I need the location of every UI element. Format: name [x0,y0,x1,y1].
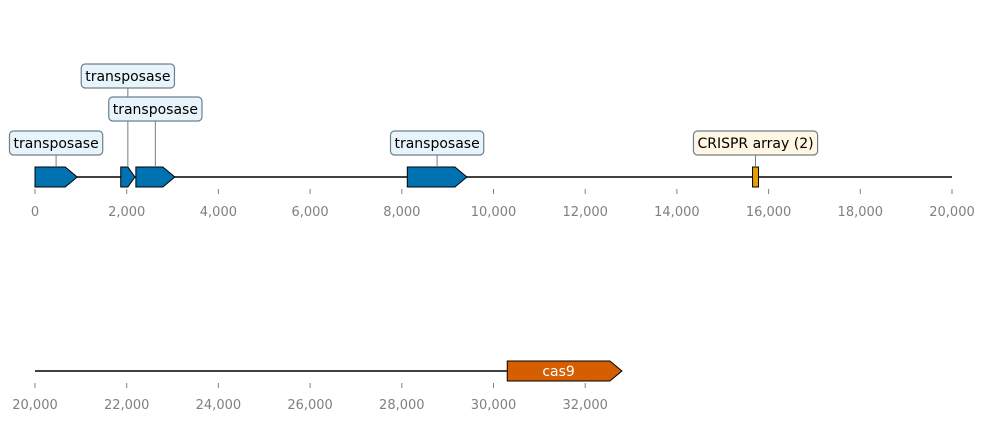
axis-tick-label: 2,000 [108,205,145,220]
axis-tick-label: 8,000 [383,205,420,220]
axis-tick-label: 10,000 [471,205,517,220]
transposase-4-arrow [406,166,468,188]
axis-tick-label: 12,000 [562,205,608,220]
transposase-2-arrow [120,166,136,188]
transposase-2-callout: transposase [80,63,176,89]
axis-tick-label: 20,000 [12,398,58,413]
transposase-4-callout: transposase [389,130,485,156]
transposase-3-arrow [135,166,176,188]
axis-tick-label: 16,000 [746,205,792,220]
axis-tick-label: 32,000 [562,398,608,413]
transposase-1-label: transposase [13,136,98,152]
axis-tick-label: 22,000 [104,398,150,413]
transposase-4-label: transposase [394,136,479,152]
transposase-2-label: transposase [85,69,170,85]
crispr-array-callout: CRISPR array (2) [692,130,819,156]
crispr-array-label: CRISPR array (2) [697,136,813,152]
transposase-3-label: transposase [113,102,198,118]
transposase-4-label-box [389,130,485,156]
axis-tick-label: 18,000 [838,205,884,220]
transposase-1-callout: transposase [8,130,104,156]
axis-tick-label: 28,000 [379,398,425,413]
crispr-array-feature [752,166,760,188]
transposase-3-label-box [108,96,203,122]
cas9-arrow [506,360,623,382]
transposase-1-arrow [34,166,78,188]
genome-track-2: 20,000 22,000 24,000 26,000 28,000 30,000 32,0… [12,360,623,413]
axis-tick-label: 6,000 [291,205,328,220]
crispr-array-label-box [692,130,819,156]
axis-tick-label: 26,000 [287,398,333,413]
axis-tick-label: 4,000 [200,205,237,220]
axis-tick-label: 24,000 [196,398,242,413]
transposase-2-label-box [80,63,176,89]
genome-track-1: 0 2,000 4,000 6,000 8,000 10,000 12,000 14,000 1… [8,63,975,220]
transposase-1-label-box [8,130,104,156]
axis-tick-label: 14,000 [654,205,700,220]
axis-tick-label: 30,000 [471,398,517,413]
axis-tick-label: 0 [31,205,39,220]
transposase-3-callout: transposase [108,96,203,122]
cas9-label: cas9 [542,364,574,380]
axis-tick-label: 20,000 [929,205,975,220]
